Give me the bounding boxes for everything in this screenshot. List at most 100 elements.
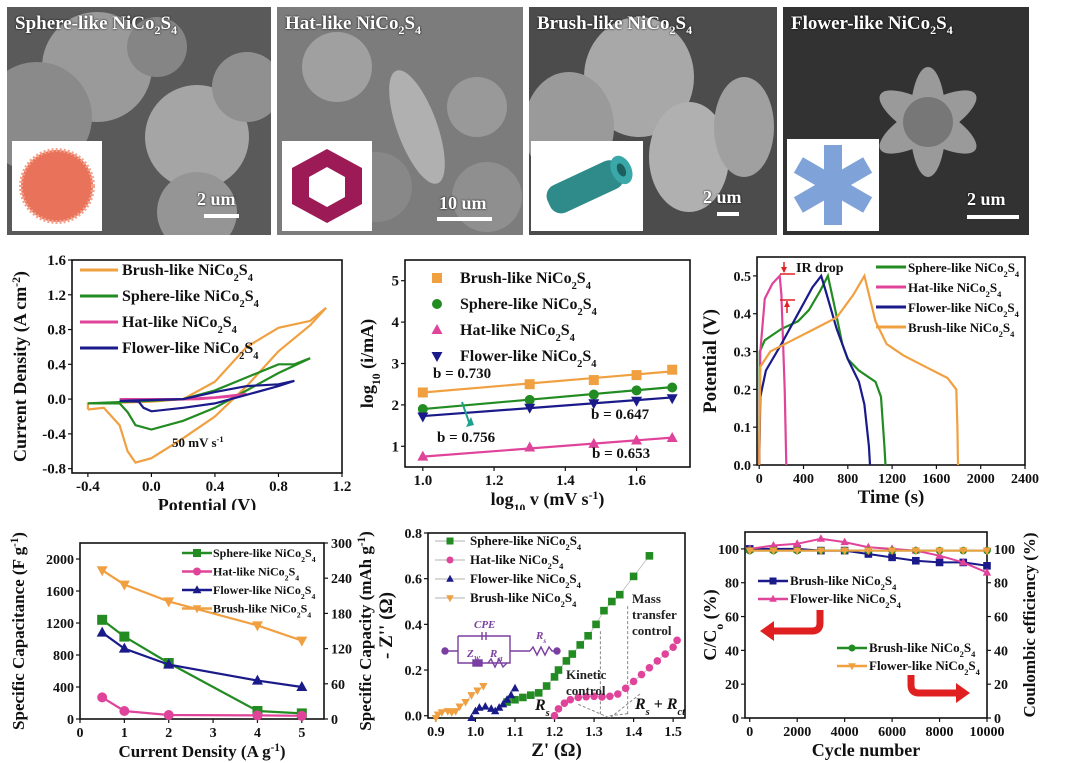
- data-point: [417, 387, 428, 398]
- legend-label: Sphere-like NiCo2S4: [122, 288, 259, 310]
- data-point: [629, 572, 638, 581]
- data-point: [467, 713, 476, 722]
- legend-label: Flower-like NiCo2S4: [470, 571, 582, 590]
- x-tick-label: 4000: [831, 725, 859, 740]
- data-point: [959, 557, 968, 566]
- data-point: [673, 636, 681, 645]
- inset-hat-model: [282, 141, 372, 231]
- rate-line-sphere: [101, 618, 302, 715]
- y-right-tick-label: 120: [331, 643, 352, 658]
- x-axis-label: Z' (Ω): [531, 740, 582, 761]
- data-point: [510, 683, 520, 692]
- y-tick-label: 0.0: [734, 459, 752, 474]
- y-tick-label: -0.4: [42, 427, 66, 443]
- data-point: [935, 558, 944, 567]
- legend-marker: [446, 537, 454, 545]
- y-tick-label: 800: [53, 649, 74, 664]
- y-right-tick-label: 0: [331, 713, 338, 728]
- circuit-rct-label: Rct: [489, 648, 504, 663]
- kinetic-label: Kinetic: [566, 667, 607, 682]
- data-point: [560, 699, 569, 707]
- x-tick-label: 0.8: [269, 479, 288, 495]
- data-point: [524, 441, 536, 452]
- ir-drop-label: IR drop: [796, 261, 844, 276]
- x-tick-label: 0.4: [206, 479, 225, 495]
- sem-title-hat: Hat-like NiCo2S4: [285, 13, 422, 37]
- x-tick-label: 400: [793, 472, 814, 487]
- legend-label: Brush-like NiCo2S4: [460, 270, 591, 292]
- y-axis-label: Specific Capacitance (F g-1): [9, 532, 28, 730]
- data-point: [475, 703, 484, 711]
- x-tick-label: 1.6: [627, 473, 646, 489]
- y-tick-label: 400: [53, 681, 74, 696]
- y-tick-label: 0: [732, 712, 739, 727]
- y-right-tick-label: 180: [331, 607, 352, 622]
- x-tick-label: 1.0: [413, 473, 432, 489]
- y-tick-label: 0.4: [734, 308, 752, 323]
- y-tick-label: 2: [392, 398, 400, 414]
- data-point: [498, 699, 508, 708]
- x-axis-label: Time (s): [858, 487, 925, 508]
- legend-label: Brush-like NiCo2S4: [122, 262, 253, 284]
- guide-line: [609, 712, 630, 717]
- arrow-head-icon: [466, 417, 474, 427]
- eis-series-flower: [467, 683, 520, 722]
- data-point: [793, 547, 802, 556]
- b-value-label: b = 0.653: [592, 446, 650, 462]
- x-tick-label: 1.3: [585, 725, 603, 740]
- x-tick-label: 1.5: [664, 725, 682, 740]
- scale-bar-sphere: [204, 214, 239, 218]
- ir-drop-arrowhead-icon: [784, 301, 790, 307]
- data-point: [840, 537, 849, 546]
- y-tick-label: 0.8: [47, 323, 66, 339]
- legend-marker: [769, 577, 777, 585]
- data-point: [840, 547, 849, 556]
- rate-line-hat: [101, 696, 302, 717]
- data-point: [562, 657, 571, 665]
- y-tick-label: 0.0: [47, 392, 66, 408]
- scale-bar-brush: [717, 212, 739, 216]
- data-point: [645, 552, 654, 560]
- legend-marker: [192, 605, 202, 614]
- legend-marker: [446, 574, 454, 582]
- scale-bar-flower: [967, 215, 1019, 219]
- ir-drop-arrowhead-icon: [781, 267, 787, 273]
- legend-marker: [192, 585, 202, 594]
- equivalent-circuit-diagram: [441, 632, 561, 669]
- warburg-element-icon: [472, 659, 483, 667]
- scale-label-hat: 10 um: [439, 193, 487, 213]
- x-tick-label: 1.1: [506, 725, 524, 740]
- data-point: [251, 674, 263, 685]
- x-tick-label: 1.4: [625, 725, 643, 740]
- data-point: [982, 568, 992, 576]
- inset-brush-model: [531, 141, 643, 231]
- circuit-rs-label: Rs: [535, 630, 546, 645]
- legend-marker: [431, 324, 443, 334]
- data-point: [296, 636, 308, 647]
- plot-frame: [71, 259, 343, 474]
- data-point: [592, 620, 600, 629]
- x-tick-label: 4: [254, 726, 261, 741]
- data-point: [527, 691, 535, 699]
- scale-label-flower: 2 um: [967, 189, 1006, 209]
- legend-label: Flower-like NiCo2S4: [869, 658, 981, 677]
- data-point: [888, 553, 896, 562]
- data-point: [816, 534, 826, 542]
- gcd-curve-flower: [758, 273, 872, 466]
- rs-label: Rs: [534, 697, 550, 719]
- data-point: [296, 710, 307, 721]
- y-tick-label: 80: [725, 577, 739, 592]
- data-point: [667, 382, 678, 393]
- left-axis-arrowhead-icon: [760, 621, 774, 641]
- legend-marker: [446, 556, 454, 564]
- x-axis-label: Current Density (A g-1): [118, 742, 285, 761]
- cv-chart: -0.4 0.0 0.4 0.8 1.2 -0.8 -0.4 0.0 0.4 0.8 1.2 1.6 P…: [10, 253, 352, 510]
- legend-label: Hat-like NiCo2S4: [122, 314, 237, 336]
- b-value-label: b = 0.647: [591, 407, 650, 423]
- cycling-stability-chart: 0 2000 4000 6000 8000 10000020406080100Cycle …: [700, 531, 1039, 760]
- data-point: [118, 580, 130, 591]
- sem-title-brush: Brush-like NiCo2S4: [537, 13, 693, 37]
- data-point: [554, 666, 563, 674]
- data-point: [467, 692, 476, 700]
